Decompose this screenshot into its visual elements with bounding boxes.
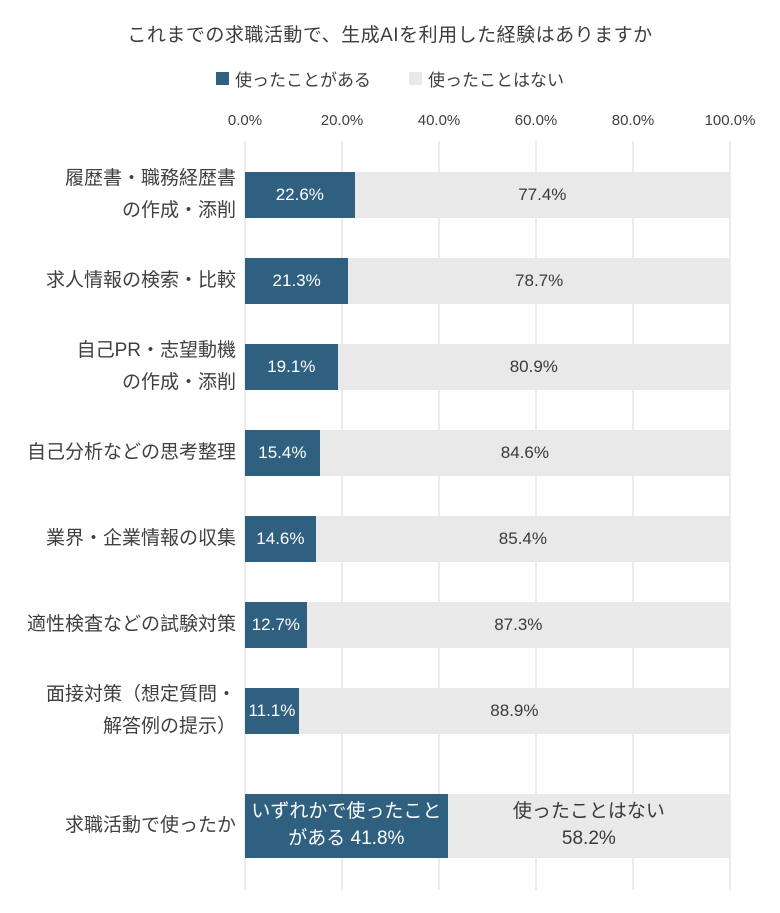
chart-row: 求職活動で使ったか いずれかで使ったこと がある 41.8% 使ったことはない 58… [0,794,730,858]
bar-segment-used: 14.6% [245,516,316,562]
bar-segment-not-used: 84.6% [319,430,730,476]
stacked-bar: 14.6% 85.4% [245,516,730,562]
bar-segment-not-used: 88.9% [298,688,730,734]
gridline [341,141,343,890]
chart-row: 自己分析などの思考整理 15.4% 84.6% [0,410,730,496]
bar-segment-not-used: 85.4% [315,516,730,562]
bar-segment-used: 11.1% [245,688,299,734]
stacked-bar: 21.3% 78.7% [245,258,730,304]
stacked-bar: 22.6% 77.4% [245,172,730,218]
category-label: 履歴書・職務経歴書 の作成・添削 [64,167,236,221]
category-label: 求人情報の検索・比較 [45,269,236,291]
stacked-bar: 15.4% 84.6% [245,430,730,476]
x-axis-tick-label: 100.0% [704,112,756,129]
x-axis-tick-label: 80.0% [611,112,655,129]
chart-title: これまでの求職活動で、生成AIを利用した経験はありますか [127,25,653,46]
category-label: 適性検査などの試験対策 [26,613,236,635]
chart-row: 履歴書・職務経歴書 の作成・添削 22.6% 77.4% [0,152,730,238]
x-axis-tick-label: 40.0% [417,112,461,129]
category-label: 自己分析などの思考整理 [26,441,236,463]
bar-segment-used: いずれかで使ったこと がある 41.8% [245,794,448,858]
chart-row: 適性検査などの試験対策 12.7% 87.3% [0,582,730,668]
bar-segment-not-used: 80.9% [337,344,730,390]
stacked-bar: 19.1% 80.9% [245,344,730,390]
legend-item-used: 使ったことがある [216,66,371,91]
stacked-bar: いずれかで使ったこと がある 41.8% 使ったことはない 58.2% [245,794,730,858]
x-axis-tick-label: 60.0% [514,112,558,129]
legend-label-used: 使ったことがある [235,71,371,90]
gridline [535,141,537,890]
stacked-bar: 11.1% 88.9% [245,688,730,734]
x-axis: 0.0% 20.0% 40.0% 60.0% 80.0% 100.0% [228,112,756,134]
bar-segment-not-used: 77.4% [354,172,730,218]
bar-segment-not-used: 78.7% [348,258,730,304]
bar-segment-used: 15.4% [245,430,320,476]
legend: 使ったことがある 使ったことはない [0,66,780,91]
bar-segment-not-used: 使ったことはない 58.2% [447,794,730,858]
chart-row: 面接対策（想定質問・ 解答例の提示） 11.1% 88.9% [0,668,730,754]
bar-segment-not-used: 87.3% [306,602,730,648]
stacked-bar: 12.7% 87.3% [245,602,730,648]
category-label: 求職活動で使ったか [64,814,236,836]
legend-label-not-used: 使ったことはない [428,71,564,90]
legend-swatch-used-icon [216,72,229,85]
gridline [632,141,634,890]
chart-row: 求人情報の検索・比較 21.3% 78.7% [0,238,730,324]
chart-row: 業界・企業情報の収集 14.6% 85.4% [0,496,730,582]
legend-item-not-used: 使ったことはない [409,66,564,91]
rows: 履歴書・職務経歴書 の作成・添削 22.6% 77.4% 求人情報の検索・比較 21.3… [0,152,730,858]
bar-segment-used: 12.7% [245,602,307,648]
category-label: 業界・企業情報の収集 [45,527,236,549]
bar-segment-used: 19.1% [245,344,338,390]
chart-row: 自己PR・志望動機 の作成・添削 19.1% 80.9% [0,324,730,410]
category-label: 面接対策（想定質問・ 解答例の提示） [45,683,236,737]
gridline [438,141,440,890]
bar-segment-used: 22.6% [245,172,355,218]
gridline [244,141,246,890]
bar-segment-used: 21.3% [245,258,349,304]
x-axis-tick-label: 0.0% [227,112,263,129]
gridline [729,141,731,890]
grid-layer [244,141,731,890]
category-label: 自己PR・志望動機 の作成・添削 [76,339,236,393]
legend-swatch-not-used-icon [409,72,422,85]
x-axis-tick-label: 20.0% [320,112,364,129]
